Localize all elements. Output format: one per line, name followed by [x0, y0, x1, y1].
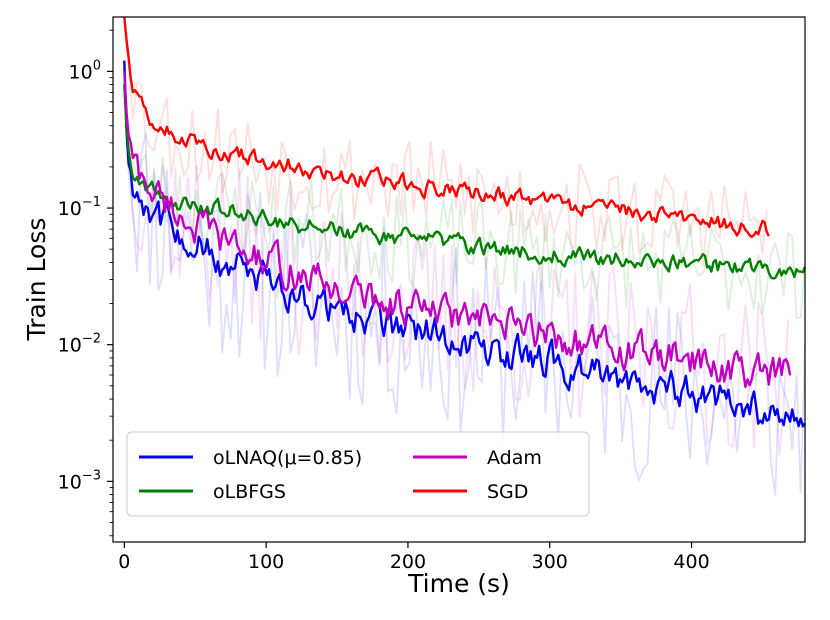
- x-axis: 0 100 200 300 400: [118, 542, 710, 573]
- y-tick-label: 10−3: [58, 468, 101, 493]
- series-line-olbfgs: [123, 84, 807, 280]
- legend-label-adam: Adam: [487, 447, 542, 469]
- series-raw-line-olbfgs: [123, 89, 806, 319]
- series-line-olnaq: [123, 60, 806, 428]
- x-tick-label: 0: [118, 551, 130, 573]
- series-line-sgd: [123, 16, 770, 239]
- y-axis-label: Train Loss: [22, 218, 51, 342]
- legend: oLNAQ(μ=0.85) oLBFGS Adam SGD: [126, 431, 590, 517]
- y-axis: 100 10−1 10−2 10−3: [58, 29, 113, 537]
- legend-label-olnaq: oLNAQ(μ=0.85): [213, 447, 362, 469]
- y-tick-label: 10−1: [58, 195, 101, 220]
- series-raw-line-sgd: [123, 21, 768, 268]
- x-tick-label: 300: [532, 551, 568, 573]
- y-tick-label: 10−2: [58, 332, 101, 357]
- x-axis-label: Time (s): [407, 569, 510, 598]
- x-tick-label: 400: [673, 551, 709, 573]
- series-line-adam: [123, 71, 792, 388]
- y-tick-label: 100: [69, 58, 101, 83]
- legend-box: [126, 431, 590, 517]
- x-tick-label: 100: [248, 551, 284, 573]
- legend-label-olbfgs: oLBFGS: [213, 481, 286, 503]
- series-layer: [123, 16, 807, 428]
- x-tick-label: 200: [390, 551, 426, 573]
- legend-label-sgd: SGD: [487, 481, 528, 503]
- series-raw-line-olnaq: [123, 70, 806, 496]
